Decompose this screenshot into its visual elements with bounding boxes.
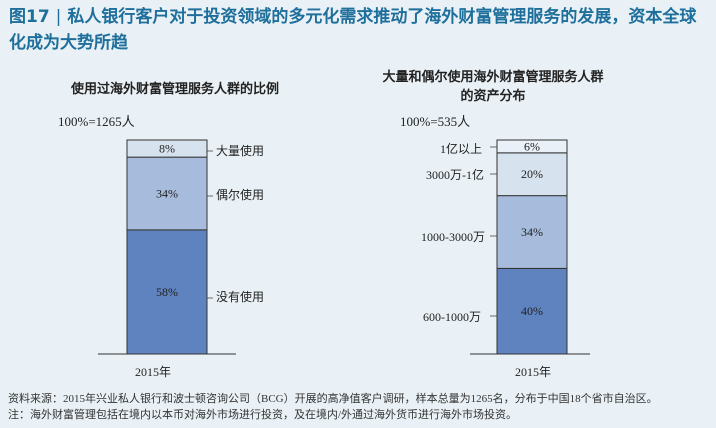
right-segment-value-0: 40%: [521, 304, 543, 318]
right-segment-value-2: 20%: [521, 167, 543, 181]
right-bar-segment-3: [496, 139, 568, 154]
left-bar-segment-1: [126, 156, 208, 231]
left-bar-segment-0: [126, 229, 208, 355]
right-segment-value-1: 34%: [521, 225, 543, 239]
right-legend-label-2: 3000万-1亿: [426, 168, 484, 182]
left-base-label: 100%=1265人: [58, 114, 135, 129]
left-segment-value-0: 58%: [156, 285, 178, 299]
left-legend-label-1: 偶尔使用: [216, 188, 265, 202]
left-segment-value-2: 8%: [159, 142, 175, 156]
left-legend-label-2: 大量使用: [216, 144, 265, 158]
right-year-label: 2015年: [514, 365, 551, 379]
source-line: 资料来源：2015年兴业私人银行和波士顿咨询公司（BCG）开展的高净值客户调研，…: [8, 393, 658, 405]
right-legend-label-0: 600-1000万: [423, 310, 481, 324]
left-legend-label-0: 没有使用: [216, 290, 265, 304]
right-legend-label-3: 1亿以上: [440, 142, 483, 156]
left-segment-value-1: 34%: [156, 187, 178, 201]
right-bar-segment-1: [496, 195, 568, 269]
note-line: 注：海外财富管理包括在境内以本币对海外市场进行投资，及在境内/外通过海外货币进行…: [8, 409, 518, 421]
left-bar-segment-2: [126, 139, 208, 158]
right-segment-value-3: 6%: [524, 139, 540, 153]
figure-title: 图17 | 私人银行客户对于投资领域的多元化需求推动了海外财富管理服务的发展，资本全…: [9, 4, 709, 56]
right-chart-title: 大量和偶尔使用海外财富管理服务人群的资产分布: [382, 70, 604, 104]
title-separator: |: [55, 7, 62, 27]
right-legend-label-1: 1000-3000万: [421, 230, 485, 244]
right-bar-segment-0: [496, 267, 568, 355]
figure-title-text: 私人银行客户对于投资领域的多元化需求推动了海外财富管理服务的发展，资本全球化成为…: [9, 7, 697, 53]
left-chart-title: 使用过海外财富管理服务人群的比例: [70, 82, 279, 97]
left-year-label: 2015年: [134, 365, 171, 379]
right-base-label: 100%=535人: [400, 114, 471, 129]
right-bar-segment-2: [496, 152, 568, 197]
figure-number: 图17: [9, 7, 50, 27]
